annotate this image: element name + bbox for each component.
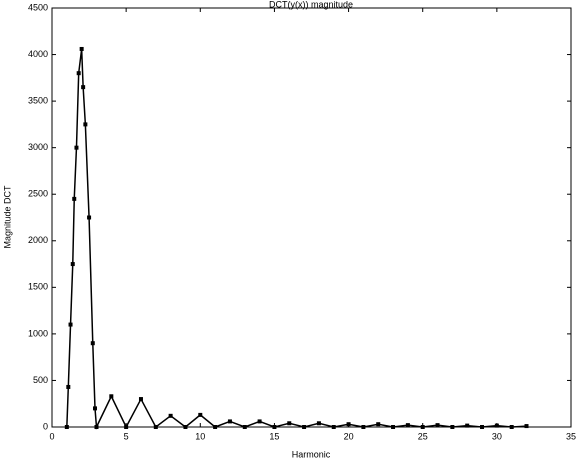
plot-frame: [51, 7, 572, 428]
data-point: [242, 425, 247, 429]
data-point: [465, 423, 470, 428]
data-point: [94, 425, 99, 429]
x-tick-label: 35: [566, 431, 576, 441]
data-point: [316, 421, 321, 426]
data-point: [74, 145, 79, 150]
data-point: [420, 425, 425, 429]
data-point: [124, 425, 129, 429]
data-point: [90, 341, 95, 346]
data-line: [66, 48, 527, 430]
x-tick-label: 20: [344, 431, 354, 441]
x-tick-label: 25: [418, 431, 428, 441]
data-point: [168, 413, 173, 418]
data-point: [109, 394, 114, 399]
y-tick-label: 2500: [28, 189, 48, 199]
data-point: [227, 419, 232, 424]
data-point: [198, 412, 203, 417]
data-point: [287, 421, 292, 426]
data-point: [435, 423, 440, 428]
data-point: [87, 215, 92, 220]
data-point: [79, 46, 84, 51]
data-point: [480, 425, 485, 429]
data-point: [257, 419, 262, 424]
data-point: [72, 196, 77, 201]
data-point: [66, 384, 71, 389]
data-point: [494, 423, 499, 428]
y-tick-label: 1500: [28, 282, 48, 292]
data-point: [183, 425, 188, 429]
x-tick-label: 30: [492, 431, 502, 441]
data-point: [81, 85, 86, 90]
data-point: [361, 425, 366, 429]
data-point: [524, 424, 529, 429]
data-point: [213, 425, 218, 429]
data-point: [302, 425, 307, 429]
data-point: [76, 71, 81, 76]
data-point: [509, 425, 514, 429]
data-point: [153, 425, 158, 429]
data-point: [64, 425, 69, 429]
data-point: [346, 422, 351, 427]
y-tick-label: 2000: [28, 235, 48, 245]
data-point: [68, 322, 73, 327]
x-tick-label: 5: [124, 431, 129, 441]
data-point: [93, 406, 98, 411]
x-axis-label: Harmonic: [292, 449, 331, 459]
data-point: [405, 423, 410, 428]
data-point: [138, 397, 143, 402]
data-point: [376, 422, 381, 427]
y-tick-label: 3500: [28, 95, 48, 105]
y-tick-label: 4500: [28, 2, 48, 12]
x-tick-label: 0: [49, 431, 54, 441]
x-tick-label: 15: [269, 431, 279, 441]
y-tick-label: 3000: [28, 142, 48, 152]
data-point: [331, 425, 336, 429]
data-point: [70, 262, 75, 267]
data-point: [83, 122, 88, 127]
y-tick-label: 0: [43, 421, 48, 431]
y-axis-label: Magnitude DCT: [2, 185, 12, 249]
y-tick-label: 4000: [28, 49, 48, 59]
y-tick-label: 500: [33, 375, 48, 385]
x-tick-label: 10: [195, 431, 205, 441]
data-point: [391, 425, 396, 429]
y-tick-label: 1000: [28, 328, 48, 338]
data-point: [450, 425, 455, 429]
chart-title: DCT(y(x)) magnitude: [269, 0, 353, 9]
data-point: [272, 425, 277, 429]
